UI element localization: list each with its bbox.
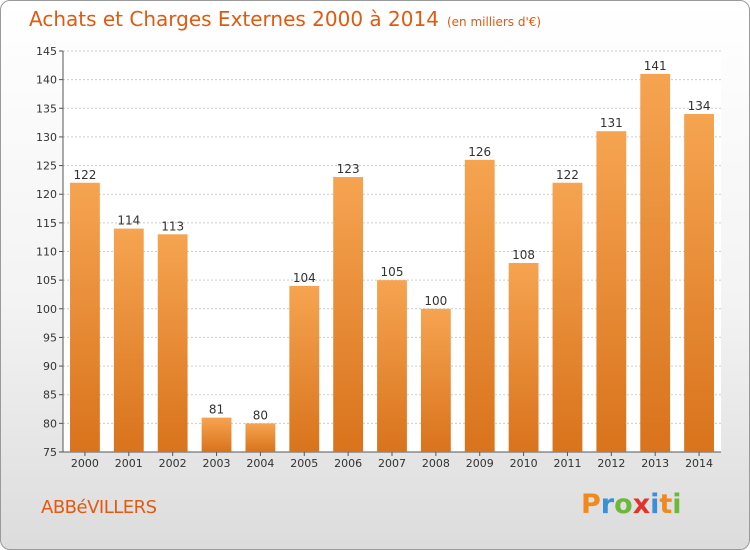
y-tick-label: 125 [36,160,57,173]
x-tick-label: 2007 [378,457,406,470]
bar [684,114,714,452]
y-tick-label: 95 [43,331,57,344]
bar [420,308,451,452]
data-label: 122 [556,168,579,182]
data-label: 104 [293,271,316,285]
x-tick-label: 2006 [334,457,362,470]
data-label: 134 [688,99,711,113]
logo-letter: i [650,489,660,520]
bar [377,280,407,452]
data-label: 108 [512,248,535,262]
x-tick-label: 2011 [553,457,581,470]
y-tick-label: 105 [36,274,57,287]
bar [508,262,539,452]
data-label: 113 [161,219,184,233]
x-tick-label: 2012 [597,457,625,470]
bar [464,159,495,453]
bar [245,423,276,452]
proxiti-logo: Proxiti [581,489,682,520]
x-tick-label: 2001 [115,457,143,470]
data-label: 81 [209,403,224,417]
logo-letter: P [581,489,601,520]
x-tick-label: 2013 [641,457,669,470]
bar [333,177,364,452]
data-label: 100 [424,294,447,308]
chart-subtitle: (en milliers d'€) [446,15,542,29]
bar [640,73,671,453]
logo-letter: x [632,489,651,520]
logo-letter: t [659,489,673,520]
x-tick-label: 2014 [685,457,713,470]
y-tick-label: 115 [36,217,57,230]
y-tick-label: 90 [43,360,57,373]
chart-title-line: Achats et Charges Externes 2000 à 2014 (e… [29,7,541,31]
data-label: 105 [381,265,404,279]
x-tick-label: 2003 [203,457,231,470]
y-tick-label: 85 [43,389,57,402]
logo-letter: i [672,489,682,520]
bar [596,131,627,452]
y-tick-label: 135 [36,102,57,115]
x-tick-label: 2008 [422,457,450,470]
y-tick-label: 130 [36,131,57,144]
y-tick-label: 110 [36,246,57,259]
x-tick-label: 2010 [510,457,538,470]
data-label: 123 [337,162,360,176]
bar [157,234,188,452]
data-label: 122 [73,168,96,182]
y-tick-label: 80 [43,417,57,430]
bar [201,417,232,452]
data-label: 126 [468,145,491,159]
y-tick-label: 140 [36,74,57,87]
bar [552,182,583,452]
y-tick-label: 75 [43,446,57,459]
x-tick-label: 2005 [290,457,318,470]
bar [70,182,100,452]
data-label: 114 [117,214,140,228]
x-tick-label: 2009 [466,457,494,470]
commune-name: ABBéVILLERS [41,497,157,518]
logo-letter: r [600,489,615,520]
bar [113,228,144,452]
data-label: 131 [600,116,623,130]
data-label: 141 [644,59,667,73]
logo-letter: o [614,489,633,520]
x-tick-label: 2002 [159,457,187,470]
x-tick-label: 2004 [246,457,274,470]
y-tick-label: 100 [36,303,57,316]
bar [289,285,320,452]
data-label: 80 [253,408,268,422]
x-tick-label: 2000 [71,457,99,470]
chart-title: Achats et Charges Externes 2000 à 2014 [29,7,439,31]
y-tick-label: 120 [36,188,57,201]
y-tick-label: 145 [36,45,57,58]
